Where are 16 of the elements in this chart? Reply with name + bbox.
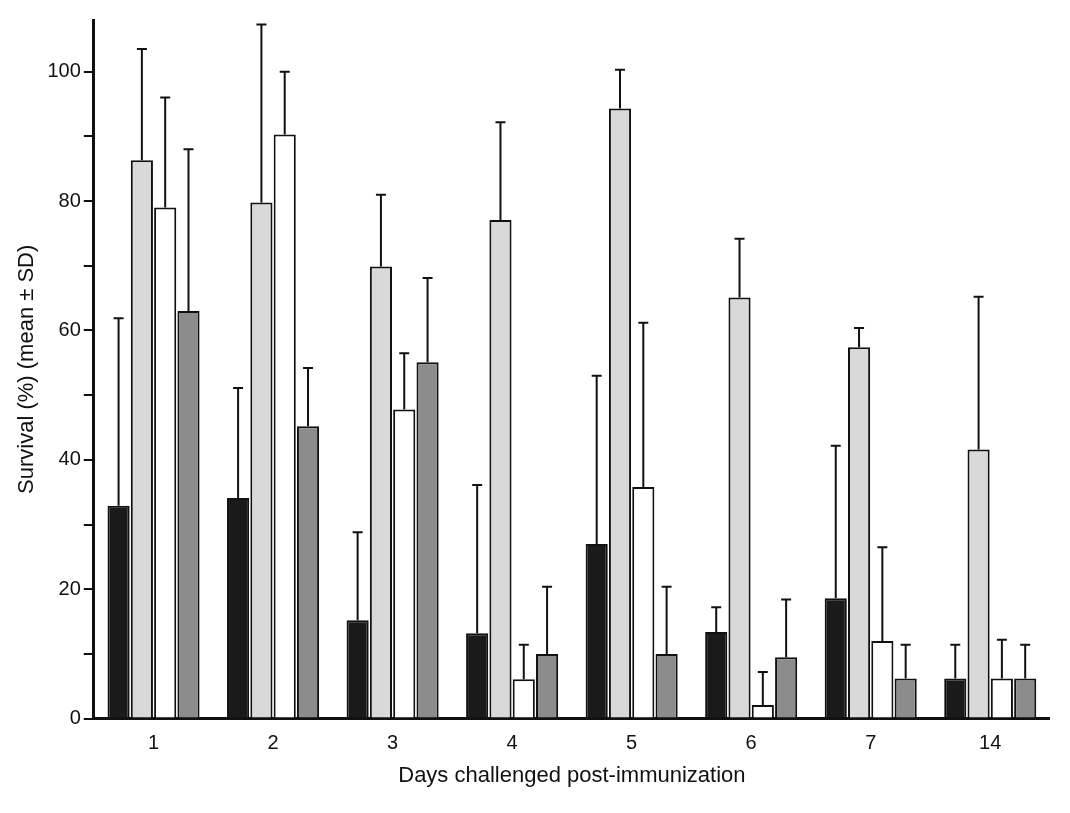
x-tick-label: 7: [865, 731, 877, 754]
x-tick-label: 3: [387, 731, 399, 754]
y-tick-label: 40: [58, 447, 81, 470]
y-tick-label: 100: [47, 59, 81, 82]
x-axis-title: Days challenged post-immunization: [398, 761, 746, 787]
x-tick-label: 2: [267, 731, 279, 754]
x-tick-label: 1: [147, 731, 160, 754]
x-tick-label: 5: [626, 731, 638, 754]
y-tick-label: 80: [58, 188, 81, 211]
x-tick-label: 6: [745, 731, 757, 754]
y-tick-label: 60: [58, 318, 81, 340]
y-tick-label: 0: [69, 706, 81, 729]
x-tick-label: 4: [506, 731, 518, 754]
y-axis-title: Survival (%) (mean ± SD): [13, 244, 39, 494]
x-tick-label: 14: [979, 731, 1002, 754]
y-tick-label: 20: [58, 576, 81, 599]
